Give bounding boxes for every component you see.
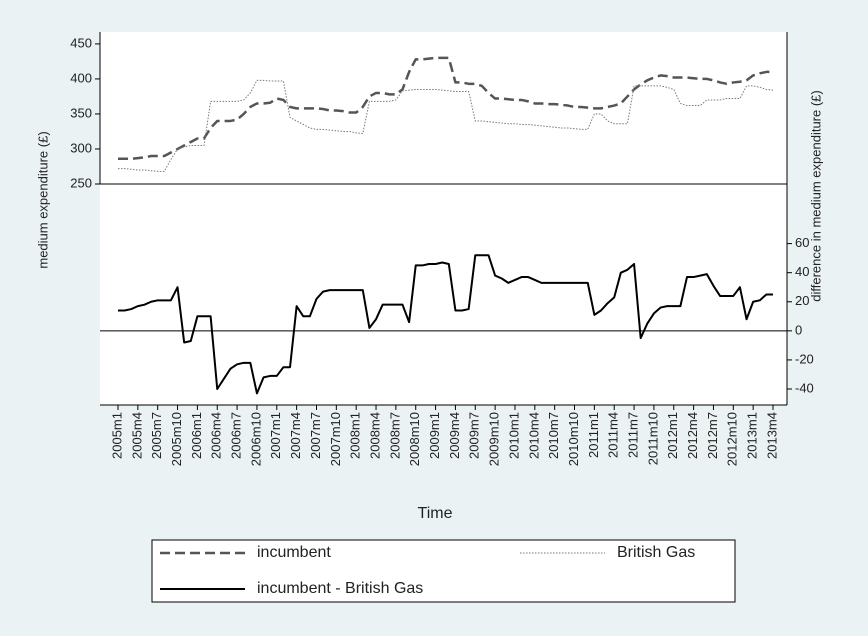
legend-label: incumbent - British Gas [257,580,423,597]
x-tick-label: 2006m1 [189,412,204,459]
x-tick-label: 2009m7 [467,412,482,459]
x-tick-label: 2010m10 [566,412,581,466]
x-tick-label: 2006m4 [209,412,224,459]
y-tick-label: 300 [70,140,92,155]
y2-tick-label: -40 [795,380,814,395]
x-tick-label: 2006m10 [248,412,263,466]
x-tick-label: 2009m1 [427,412,442,459]
x-tick-label: 2007m1 [268,412,283,459]
series-line [118,254,773,395]
x-tick-label: 2005m1 [109,412,124,459]
x-tick-label: 2007m10 [328,412,343,466]
legend [151,539,736,603]
x-tick-label: 2011m4 [606,412,621,458]
x-tick-label: 2009m10 [487,412,502,466]
x-tick-label: 2011m1 [586,412,601,458]
x-tick-label: 2008m1 [348,412,363,459]
x-axis-title: Time [418,505,453,522]
x-tick-label: 2012m4 [685,412,700,459]
x-tick-label: 2011m10 [645,412,660,465]
series-line [118,79,774,172]
y2-axis-title: difference in medium expenditure (£) [808,90,823,302]
y2-tick-label: 0 [795,322,802,337]
y2-tick-label: 40 [795,264,809,279]
legend-label: incumbent [257,544,331,561]
x-tick-label: 2007m7 [308,412,323,459]
x-tick-label: 2007m4 [288,412,303,459]
y-tick-label: 400 [70,70,92,85]
y-axis-title: medium expenditure (£) [35,131,50,268]
x-tick-label: 2012m1 [665,412,680,459]
y-tick-label: 350 [70,105,92,120]
x-tick-label: 2011m7 [625,412,640,458]
x-tick-label: 2013m1 [745,412,760,459]
x-tick-label: 2010m4 [526,412,541,459]
x-tick-label: 2009m4 [447,412,462,459]
x-tick-label: 2005m7 [149,412,164,459]
y2-tick-label: 60 [795,235,809,250]
x-tick-label: 2008m7 [387,412,402,459]
x-tick-label: 2005m4 [129,412,144,459]
y2-tick-label: -20 [795,351,814,366]
x-tick-label: 2012m10 [725,412,740,466]
x-tick-label: 2010m7 [546,412,561,459]
x-tick-label: 2010m1 [506,412,521,459]
x-tick-label: 2013m4 [764,412,779,459]
legend-label: British Gas [617,544,695,561]
y-tick-label: 450 [70,35,92,50]
y-tick-label: 250 [70,175,92,190]
x-tick-label: 2006m7 [229,412,244,459]
x-tick-label: 2012m7 [705,412,720,459]
plot-area [100,32,787,405]
x-tick-label: 2008m10 [407,412,422,466]
series-line [118,56,773,161]
x-tick-label: 2008m4 [367,412,382,459]
x-tick-label: 2005m10 [169,412,184,466]
y2-tick-label: 20 [795,293,809,308]
